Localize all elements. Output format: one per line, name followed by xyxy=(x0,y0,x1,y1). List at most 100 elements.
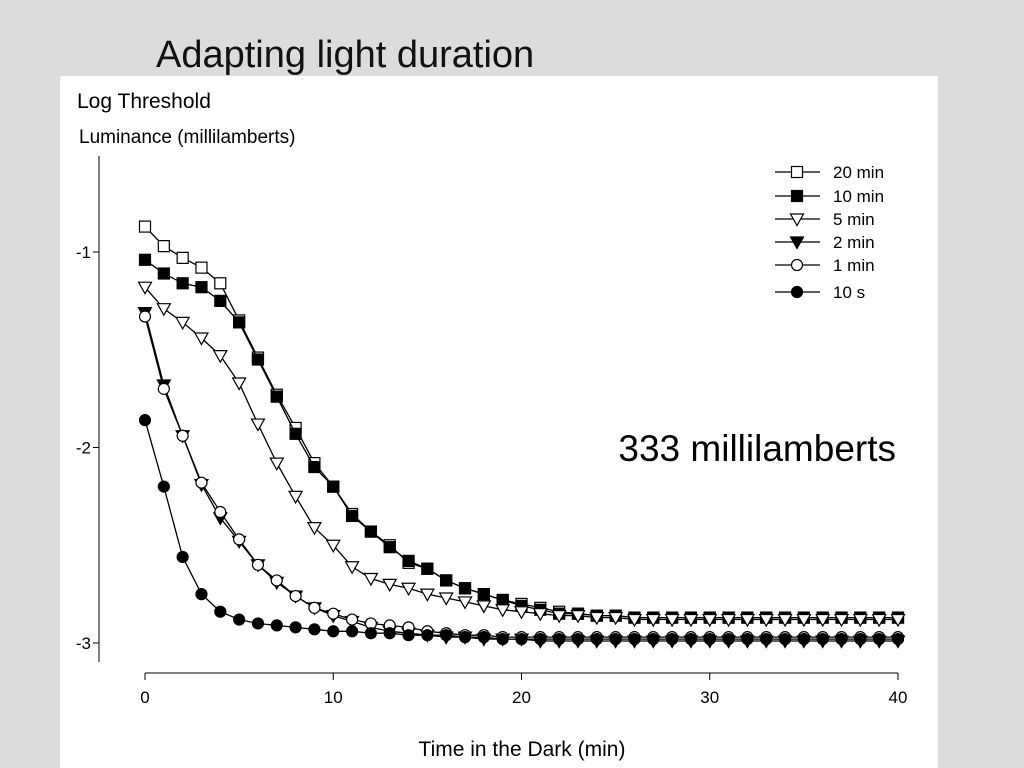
data-point xyxy=(383,627,396,640)
data-point xyxy=(438,592,454,606)
y-axis-label-line1: Log Threshold xyxy=(77,90,211,113)
data-point xyxy=(777,613,793,628)
data-point xyxy=(176,429,189,442)
data-point xyxy=(308,601,321,614)
data-point xyxy=(665,632,679,646)
x-tick-label: 20 xyxy=(512,688,531,707)
data-point xyxy=(551,610,567,624)
legend-label: 5 min xyxy=(833,210,875,229)
legend: 20 min 10 min 5 min 2 min 1 min 10 s xyxy=(775,163,884,302)
data-point xyxy=(495,604,511,618)
data-point xyxy=(890,613,906,628)
data-point xyxy=(458,631,472,644)
data-point xyxy=(363,572,379,587)
data-point xyxy=(212,350,228,364)
data-point xyxy=(402,554,415,567)
data-point xyxy=(852,613,868,628)
data-point xyxy=(251,558,265,571)
data-point xyxy=(609,632,622,646)
data-point xyxy=(288,490,304,505)
legend-label: 10 min xyxy=(833,187,884,206)
chart-panel: Log Threshold Luminance (millilamberts) … xyxy=(60,76,938,768)
data-point xyxy=(477,631,490,644)
data-point xyxy=(308,623,321,636)
data-point xyxy=(496,593,509,607)
data-point xyxy=(590,632,603,646)
data-point xyxy=(157,240,170,253)
data-point xyxy=(458,582,472,595)
data-point xyxy=(325,539,341,553)
legend-label: 20 min xyxy=(833,163,884,182)
data-point xyxy=(251,617,265,630)
x-tick-label: 30 xyxy=(700,688,719,707)
x-axis-label: Time in the Dark (min) xyxy=(419,738,626,761)
data-point xyxy=(871,613,887,628)
data-point xyxy=(589,611,605,626)
legend-item: 20 min xyxy=(775,163,884,182)
legend-item: 1 min xyxy=(775,256,875,275)
data-point xyxy=(645,613,661,628)
legend-item: 5 min xyxy=(775,210,875,229)
data-point xyxy=(571,632,585,646)
data-point xyxy=(496,632,509,646)
data-point xyxy=(327,607,340,620)
data-point xyxy=(778,632,792,646)
dark-adaptation-chart: Log Threshold Luminance (millilamberts) … xyxy=(76,90,908,761)
data-point xyxy=(251,353,265,366)
data-point xyxy=(816,632,829,646)
data-point xyxy=(421,562,434,575)
data-point xyxy=(703,632,716,646)
data-point xyxy=(440,574,453,587)
legend-marker xyxy=(790,258,804,272)
data-point xyxy=(270,574,283,587)
data-point xyxy=(419,588,435,602)
data-point xyxy=(214,277,227,290)
data-point xyxy=(608,611,624,626)
data-point xyxy=(345,625,359,638)
data-point xyxy=(891,632,905,646)
data-point xyxy=(195,476,208,489)
data-point xyxy=(758,613,774,628)
legend-marker xyxy=(790,165,804,179)
data-point xyxy=(289,589,302,603)
data-point xyxy=(854,632,867,646)
data-point xyxy=(835,632,848,646)
data-point xyxy=(270,390,283,403)
data-point xyxy=(157,267,170,280)
data-point xyxy=(815,613,831,628)
data-point xyxy=(364,525,377,538)
legend-marker xyxy=(790,189,804,203)
data-point xyxy=(345,613,359,626)
data-point xyxy=(364,627,377,640)
data-point xyxy=(214,605,227,618)
data-point xyxy=(306,522,322,536)
data-point xyxy=(233,316,246,329)
data-point xyxy=(722,632,735,646)
x-tick-label: 0 xyxy=(140,688,149,707)
y-tick-label: -2 xyxy=(76,439,91,458)
data-point xyxy=(664,613,680,628)
data-point xyxy=(833,613,850,628)
data-point xyxy=(137,281,153,295)
data-point xyxy=(515,632,528,646)
data-point xyxy=(138,253,152,266)
data-point xyxy=(476,600,492,614)
data-point xyxy=(250,418,266,432)
data-point xyxy=(684,632,698,646)
data-point xyxy=(175,316,191,331)
legend-item: 2 min xyxy=(775,233,875,252)
legend-label: 10 s xyxy=(833,283,865,302)
data-point xyxy=(231,377,247,391)
legend-item: 10 min xyxy=(775,187,884,206)
data-point xyxy=(628,632,641,646)
x-tick-label: 40 xyxy=(889,688,908,707)
data-point xyxy=(308,460,321,474)
data-point xyxy=(156,303,172,317)
x-tick-label: 10 xyxy=(324,688,343,707)
data-point xyxy=(195,261,208,274)
y-axis-label-line2: Luminance (millilamberts) xyxy=(79,127,295,148)
data-point xyxy=(760,632,773,646)
data-point xyxy=(344,561,360,575)
data-point xyxy=(233,613,246,626)
legend-marker xyxy=(789,236,805,250)
